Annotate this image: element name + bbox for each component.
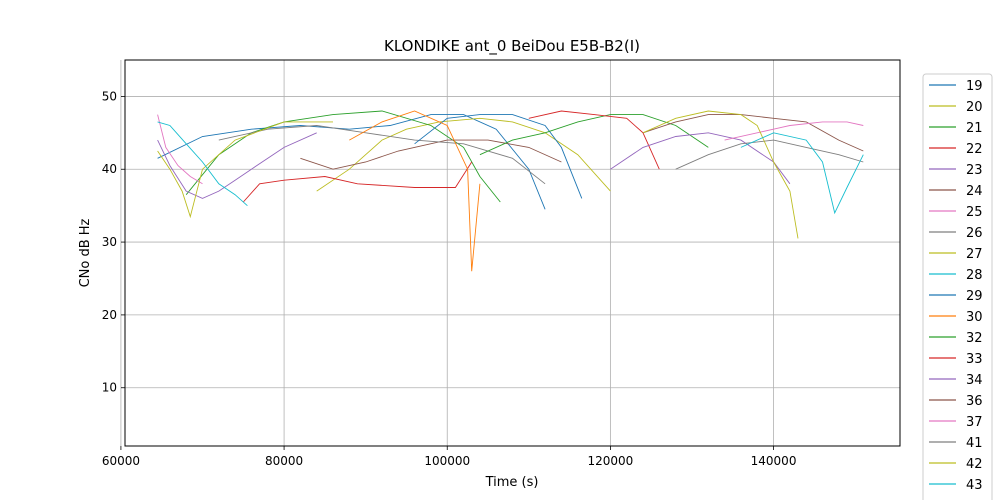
series-line-22	[242, 161, 473, 203]
legend: 19 20 21 22 23 24 25 26 27 28 29 30 32 33 34 36 37 41 42 43	[922, 73, 993, 500]
legend-label-27: 27	[966, 247, 983, 262]
legend-label-36: 36	[966, 394, 983, 409]
y-tick-label: 50	[102, 89, 117, 103]
series-line-24	[300, 139, 562, 170]
y-axis-label: CNo dB Hz	[78, 218, 93, 287]
y-tick-label: 40	[102, 162, 117, 176]
series-line-20	[316, 117, 611, 192]
series-line-29	[414, 114, 583, 199]
legend-label-20: 20	[966, 100, 983, 115]
legend-label-43: 43	[966, 478, 983, 493]
legend-label-25: 25	[966, 205, 983, 220]
series-line-25	[157, 114, 203, 185]
x-axis-ticks: 60000 80000 100000 120000 140000	[102, 446, 797, 468]
legend-label-32: 32	[966, 331, 983, 346]
gridlines	[120, 60, 900, 446]
axes-frame	[124, 59, 901, 447]
legend-label-37: 37	[966, 415, 983, 430]
y-tick-label: 20	[102, 308, 117, 322]
legend-label-22: 22	[966, 142, 983, 157]
series-line-33	[528, 110, 660, 170]
x-axis-label: Time (s)	[485, 475, 539, 490]
series-line-41	[675, 139, 864, 170]
series-line-36	[642, 114, 864, 152]
legend-label-28: 28	[966, 268, 983, 283]
series-line-32	[479, 114, 709, 156]
legend-label-23: 23	[966, 163, 983, 178]
y-axis-ticks: 10 20 30 40 50	[102, 89, 125, 395]
x-tick-label: 100000	[424, 454, 470, 468]
legend-label-30: 30	[966, 310, 983, 325]
x-tick-label: 120000	[587, 454, 633, 468]
series-line-19	[157, 114, 546, 210]
series-line-26	[218, 125, 546, 185]
legend-label-26: 26	[966, 226, 983, 241]
chart-title: KLONDIKE ant_0 BeiDou E5B-B2(I)	[384, 37, 640, 56]
legend-label-24: 24	[966, 184, 983, 199]
legend-label-19: 19	[966, 79, 983, 94]
x-tick-label: 140000	[751, 454, 797, 468]
y-tick-label: 10	[102, 381, 117, 395]
series-line-43	[740, 132, 864, 215]
legend-label-42: 42	[966, 457, 983, 472]
legend-label-34: 34	[966, 373, 983, 388]
legend-label-41: 41	[966, 436, 983, 451]
series-line-27	[157, 121, 333, 219]
x-tick-label: 80000	[265, 454, 303, 468]
legend-label-33: 33	[966, 352, 983, 367]
series-line-23	[157, 132, 317, 199]
legend-label-29: 29	[966, 289, 983, 304]
series-line-37	[724, 121, 864, 141]
series-layer	[157, 110, 864, 272]
x-tick-label: 60000	[102, 454, 140, 468]
legend-label-21: 21	[966, 121, 983, 136]
series-line-42	[642, 110, 799, 239]
series-line-30	[349, 110, 481, 272]
series-line-28	[157, 121, 248, 207]
series-line-21	[185, 110, 501, 203]
y-tick-label: 30	[102, 235, 117, 249]
legend-frame	[922, 73, 993, 500]
